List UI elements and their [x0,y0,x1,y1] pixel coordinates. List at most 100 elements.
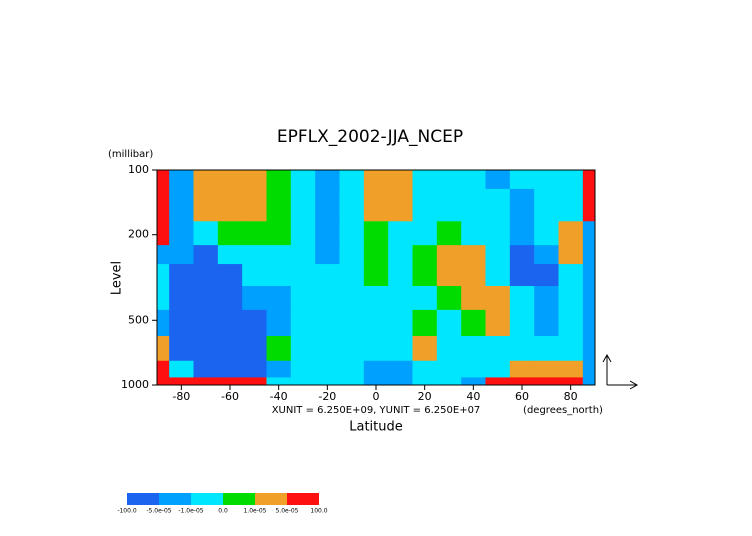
cell [242,335,267,362]
cell [461,335,486,362]
cell [290,221,316,246]
cell [388,188,413,222]
cell [363,170,389,190]
cell [266,309,292,337]
cell [217,245,243,265]
cell [412,188,438,222]
colorbar-label: -100.0 [117,508,137,515]
x-unit: (degrees_north) [523,405,603,416]
y-unit: (millibar) [108,149,153,160]
y-tick-label: 200 [128,228,149,241]
cell [290,245,316,265]
cell [509,264,535,287]
cell [315,264,340,287]
cell [558,286,584,311]
cell [217,360,243,378]
cell [157,360,170,378]
cell [266,360,292,378]
cell [242,188,267,222]
cell [339,188,365,222]
cell [436,264,462,287]
cell [315,170,340,190]
cell [315,286,340,311]
colorbar-box [191,493,223,505]
cell [509,245,535,265]
cell [169,286,194,311]
cell [412,170,438,190]
cell [363,360,389,378]
cell [388,286,413,311]
chart-title: EPFLX_2002-JJA_NCEP [277,127,463,147]
cell [242,221,267,246]
cell [485,264,511,287]
cell [412,245,438,265]
cell [290,188,316,222]
cell [461,309,486,337]
colorbar-label: -1.0e-05 [178,508,203,515]
cell [412,335,438,362]
cell [412,286,438,311]
cell [534,335,559,362]
x-axis-label: Latitude [349,420,403,435]
cell [412,264,438,287]
x-tick-label: 0 [373,390,380,403]
reference-vector [602,353,639,390]
cell [485,245,511,265]
cell [461,286,486,311]
cell [534,377,559,386]
cell [339,245,365,265]
cell [436,245,462,265]
cell [461,221,486,246]
cell [534,245,559,265]
colorbar-box [127,493,159,505]
x-tick-label: 20 [418,390,432,403]
x-tick-label: -60 [221,390,239,403]
cell [339,264,365,287]
cell [485,188,511,222]
cell [217,286,243,311]
cell [266,221,292,246]
cell [436,377,462,386]
cell [461,170,486,190]
cell [388,245,413,265]
cell [363,286,389,311]
cell [169,245,194,265]
cell [412,360,438,378]
cell [339,221,365,246]
x-tick-label: -80 [172,390,190,403]
colorbar-label: 0.0 [218,508,228,515]
cell [193,309,219,337]
y-tick-label: 500 [128,313,149,326]
cell [509,335,535,362]
x-tick-label: 60 [515,390,529,403]
cell [242,245,267,265]
cell [217,377,243,386]
cell [266,335,292,362]
cell [315,335,340,362]
cell [412,377,438,386]
cell [193,245,219,265]
cell [157,335,170,362]
cell [558,360,584,378]
colorbar-box [255,493,287,505]
cell [436,309,462,337]
y-tick-label: 100 [128,163,149,176]
ref-arrow-up [602,353,612,385]
cell [266,377,292,386]
cell [315,221,340,246]
cell [169,377,194,386]
cell [363,309,389,337]
cell [485,360,511,378]
cell [388,335,413,362]
cell [485,221,511,246]
cell [315,188,340,222]
cell [290,335,316,362]
cell [461,377,486,386]
cell [509,221,535,246]
cell [558,245,584,265]
cell [339,170,365,190]
cell [266,286,292,311]
cell [558,309,584,337]
ref-arrow-right [607,380,639,390]
